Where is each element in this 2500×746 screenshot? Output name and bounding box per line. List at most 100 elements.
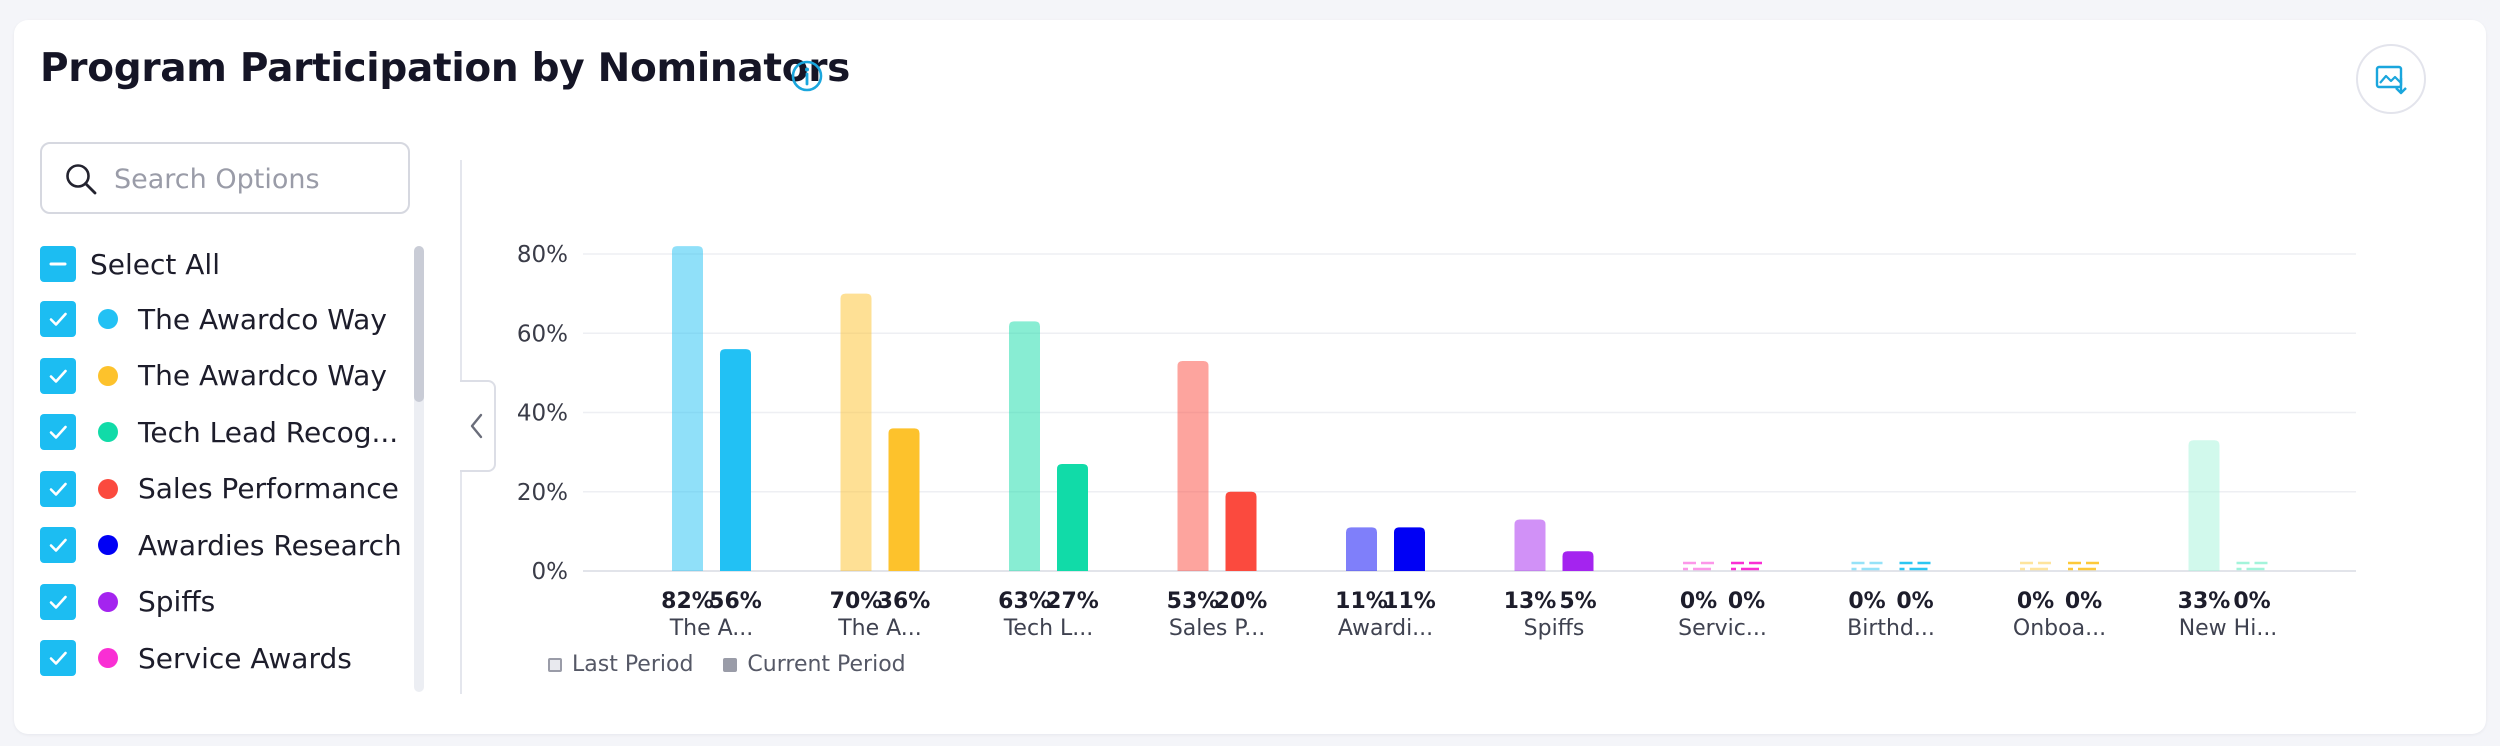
series-color-dot	[98, 365, 118, 386]
option-label: The Awardco Way	[138, 302, 387, 336]
x-category-label: Sales P...	[1169, 616, 1265, 641]
option-checkbox[interactable]	[40, 414, 76, 450]
option-label: Tech Lead Recog...	[138, 415, 399, 449]
bar	[1514, 519, 1546, 571]
info-icon[interactable]	[790, 59, 824, 93]
bar-value-label: 36%	[878, 589, 931, 614]
option-checkbox[interactable]	[40, 527, 76, 563]
x-category-label: The A...	[837, 616, 922, 641]
x-category-label: Birthd...	[1847, 616, 1935, 641]
bar-value-label: 53%	[1167, 589, 1220, 614]
option-checkbox[interactable]	[40, 470, 76, 507]
collapse-panel-button[interactable]	[460, 380, 496, 472]
bar-value-label: 5%	[1559, 589, 1596, 614]
checkmark-icon	[49, 651, 67, 665]
bar	[2188, 440, 2220, 571]
checkmark-icon	[49, 482, 67, 496]
series-color-dot	[98, 422, 118, 442]
legend-item-current-period[interactable]: Current Period	[723, 652, 906, 677]
scrollbar-thumb[interactable]	[414, 246, 424, 402]
bar	[1346, 527, 1377, 571]
bar-value-label: 11%	[1383, 589, 1436, 614]
option-item[interactable]: Sales Performance	[40, 469, 399, 509]
legend-swatch-current-period	[723, 657, 738, 672]
options-list: Select All The Awardco Way The Awardco Wa…	[40, 226, 410, 686]
y-tick-label: 20%	[517, 480, 568, 506]
page-title: Program Participation by Nominators	[40, 46, 851, 91]
series-color-dot	[98, 591, 118, 612]
option-item[interactable]: Service Awards	[40, 638, 352, 678]
option-item[interactable]: Awardies Research	[40, 525, 402, 565]
checkmark-icon	[49, 595, 67, 609]
option-label: Sales Performance	[138, 472, 399, 505]
series-color-dot	[98, 648, 118, 668]
bar-value-label: 13%	[1504, 589, 1557, 614]
option-checkbox[interactable]	[40, 583, 76, 620]
bar	[1225, 491, 1257, 571]
option-label: Service Awards	[138, 641, 352, 675]
option-label: Spiffs	[138, 585, 216, 618]
select-all-checkbox[interactable]	[40, 246, 76, 282]
legend-item-last-period[interactable]: Last Period	[548, 652, 693, 677]
x-category-label: Awardi...	[1338, 616, 1433, 641]
x-category-label: The A...	[669, 616, 754, 641]
option-item[interactable]: The Awardco Way	[40, 356, 387, 396]
option-checkbox[interactable]	[40, 301, 76, 337]
x-category-label: Spiffs	[1524, 616, 1585, 641]
search-input[interactable]	[112, 156, 396, 202]
series-color-dot	[98, 535, 118, 555]
bar-value-label: 63%	[998, 589, 1051, 614]
bar-value-label: 56%	[709, 589, 762, 614]
bar-value-label: 82%	[661, 589, 714, 614]
options-scrollbar[interactable]	[414, 246, 424, 692]
checkmark-icon	[49, 425, 67, 439]
option-label: Awardies Research	[138, 528, 402, 562]
chart-legend: Last Period Current Period	[548, 652, 936, 677]
bar-value-label: 0%	[1728, 589, 1765, 614]
y-tick-label: 60%	[517, 321, 568, 347]
export-image-button[interactable]	[2356, 44, 2426, 114]
bar-value-label: 11%	[1335, 589, 1388, 614]
x-category-label: Servic...	[1678, 616, 1767, 641]
y-tick-label: 0%	[532, 559, 569, 585]
bar-value-label: 20%	[1215, 589, 1268, 614]
option-item[interactable]: Spiffs	[40, 582, 215, 622]
option-label: The Awardco Way	[138, 359, 387, 392]
bar	[1394, 527, 1425, 571]
search-icon	[66, 164, 97, 195]
bar	[720, 349, 751, 571]
bar	[1177, 360, 1209, 571]
option-item[interactable]: Tech Lead Recog...	[40, 412, 398, 452]
x-category-label: New Hi...	[2179, 616, 2278, 641]
legend-swatch-last-period	[548, 657, 562, 672]
y-tick-label: 40%	[517, 401, 568, 427]
bar-value-label: 33%	[2178, 589, 2231, 614]
bar-value-label: 0%	[2233, 589, 2270, 614]
series-color-dot	[98, 309, 118, 329]
search-box	[40, 142, 410, 214]
bar	[840, 293, 872, 571]
series-color-dot	[98, 478, 118, 499]
option-item[interactable]: The Awardco Way	[40, 299, 387, 339]
bar-value-label: 0%	[1848, 589, 1885, 614]
select-all-option[interactable]: Select All	[40, 244, 220, 284]
x-category-label: Onboa...	[2013, 616, 2106, 641]
y-tick-label: 80%	[517, 242, 568, 268]
indeterminate-icon	[49, 262, 67, 266]
option-checkbox[interactable]	[40, 640, 76, 676]
checkmark-icon	[49, 312, 67, 326]
bar-value-label: 27%	[1046, 589, 1099, 614]
bar-value-label: 70%	[830, 589, 883, 614]
legend-label-current-period: Current Period	[747, 652, 906, 677]
image-download-icon	[2375, 65, 2407, 95]
bar	[1009, 321, 1040, 571]
bar-value-label: 0%	[1680, 589, 1717, 614]
legend-label-last-period: Last Period	[572, 652, 694, 677]
checkmark-icon	[49, 538, 67, 552]
bar	[888, 428, 920, 571]
bar	[1057, 464, 1088, 571]
bar	[672, 246, 703, 571]
option-checkbox[interactable]	[40, 357, 76, 394]
checkmark-icon	[49, 369, 67, 383]
